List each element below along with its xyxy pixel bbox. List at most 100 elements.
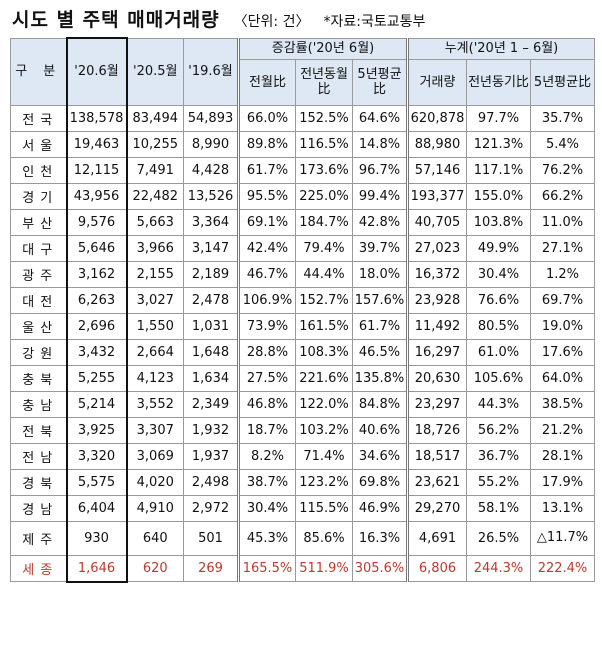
value-1906: 2,972 [183, 494, 239, 522]
value-2006: 6,404 [65, 494, 128, 522]
table-row: 대구 5,646 3,966 3,147 42.4% 79.4% 39.7% 27,023 49… [10, 234, 595, 262]
cum-avg5-cell: 64.0% [530, 364, 595, 392]
value-1906: 2,189 [183, 260, 239, 288]
region-cell: 인천 [10, 156, 67, 184]
table-row: 울산 2,696 1,550 1,031 73.9% 161.5% 61.7% 11,492 8… [10, 312, 595, 340]
yoy-cell: 184.7% [295, 208, 353, 236]
region-cell: 충북 [10, 364, 67, 392]
header-mom: 전월比 [237, 58, 296, 106]
value-2005: 4,910 [126, 494, 184, 522]
avg5-cell: 46.9% [352, 494, 408, 522]
value-2005: 4,123 [126, 364, 184, 392]
cum-volume-cell: 23,297 [406, 390, 467, 418]
mom-cell: 30.4% [237, 494, 296, 522]
cum-volume-cell: 11,492 [406, 312, 467, 340]
cum-avg5-cell: 17.9% [530, 468, 595, 496]
cum-avg5-cell: 11.0% [530, 208, 595, 236]
cum-avg5-cell: 28.1% [530, 442, 595, 470]
cum-yoy-cell: 244.3% [466, 554, 531, 582]
value-2006: 1,646 [65, 554, 128, 583]
yoy-cell: 103.2% [295, 416, 353, 444]
value-1906: 13,526 [183, 182, 239, 210]
value-2006: 3,162 [65, 260, 128, 288]
avg5-cell: 42.8% [352, 208, 408, 236]
value-2006: 9,576 [65, 208, 128, 236]
table-row: 광주 3,162 2,155 2,189 46.7% 44.4% 18.0% 16,372 30… [10, 260, 595, 288]
cum-yoy-cell: 155.0% [466, 182, 531, 210]
value-2005: 22,482 [126, 182, 184, 210]
cum-volume-cell: 88,980 [406, 130, 467, 158]
value-1906: 2,498 [183, 468, 239, 496]
table-row: 대전 6,263 3,027 2,478 106.9% 152.7% 157.6% 23,92… [10, 286, 595, 314]
region-cell: 제주 [10, 520, 67, 556]
table-row: 제주 930 640 501 45.3% 85.6% 16.3% 4,691 26.5% △11.… [10, 520, 595, 556]
value-1906: 1,937 [183, 442, 239, 470]
avg5-cell: 135.8% [352, 364, 408, 392]
value-1906: 1,634 [183, 364, 239, 392]
region-cell: 강원 [10, 338, 67, 366]
cum-avg5-cell: 35.7% [530, 104, 595, 132]
cum-avg5-cell: 17.6% [530, 338, 595, 366]
table-row: 부산 9,576 5,663 3,364 69.1% 184.7% 42.8% 40,705 1… [10, 208, 595, 236]
region-cell: 부산 [10, 208, 67, 236]
value-2005: 83,494 [126, 104, 184, 132]
avg5-cell: 64.6% [352, 104, 408, 132]
cum-volume-cell: 23,928 [406, 286, 467, 314]
table-row: 인천 12,115 7,491 4,428 61.7% 173.6% 96.7% 57,146… [10, 156, 595, 184]
header-gubun: 구 분 [10, 37, 67, 106]
mom-cell: 18.7% [237, 416, 296, 444]
header-cum-avg5: 5년평균比 [530, 58, 595, 106]
value-2005: 3,027 [126, 286, 184, 314]
value-2006: 19,463 [65, 130, 128, 158]
yoy-cell: 161.5% [295, 312, 353, 340]
avg5-cell: 34.6% [352, 442, 408, 470]
avg5-cell: 84.8% [352, 390, 408, 418]
mom-cell: 73.9% [237, 312, 296, 340]
mom-cell: 106.9% [237, 286, 296, 314]
value-2005: 7,491 [126, 156, 184, 184]
mom-cell: 69.1% [237, 208, 296, 236]
table-header: 구 분 '20.6월 '20.5월 '19.6월 증감률('20년 6월) 누계… [10, 37, 595, 106]
cum-yoy-cell: 117.1% [466, 156, 531, 184]
value-2005: 3,307 [126, 416, 184, 444]
cum-yoy-cell: 49.9% [466, 234, 531, 262]
cum-avg5-cell: 21.2% [530, 416, 595, 444]
avg5-cell: 40.6% [352, 416, 408, 444]
value-2006: 930 [65, 520, 128, 556]
mom-cell: 66.0% [237, 104, 296, 132]
cum-volume-cell: 57,146 [406, 156, 467, 184]
header-cum-volume: 거래량 [406, 58, 467, 106]
value-2005: 3,069 [126, 442, 184, 470]
cum-yoy-cell: 26.5% [466, 520, 531, 556]
yoy-cell: 152.5% [295, 104, 353, 132]
yoy-cell: 79.4% [295, 234, 353, 262]
value-2006: 3,432 [65, 338, 128, 366]
avg5-cell: 14.8% [352, 130, 408, 158]
mom-cell: 28.8% [237, 338, 296, 366]
yoy-cell: 115.5% [295, 494, 353, 522]
value-1906: 1,031 [183, 312, 239, 340]
yoy-cell: 122.0% [295, 390, 353, 418]
table-body: 전국 138,578 83,494 54,893 66.0% 152.5% 64.6% 620… [10, 104, 595, 583]
cum-volume-cell: 18,726 [406, 416, 467, 444]
region-cell: 전국 [10, 104, 67, 132]
mom-cell: 45.3% [237, 520, 296, 556]
table-row: 경남 6,404 4,910 2,972 30.4% 115.5% 46.9% 29,270 5… [10, 494, 595, 522]
header-avg5: 5년평균比 [352, 58, 408, 106]
header-1906: '19.6월 [183, 37, 239, 106]
cum-yoy-cell: 105.6% [466, 364, 531, 392]
value-2005: 3,966 [126, 234, 184, 262]
table-row: 강원 3,432 2,664 1,648 28.8% 108.3% 46.5% 16,297 6… [10, 338, 595, 366]
region-cell: 서울 [10, 130, 67, 158]
yoy-cell: 152.7% [295, 286, 353, 314]
value-2005: 10,255 [126, 130, 184, 158]
header-group-cumulative: 누계('20년 1 – 6월) [406, 37, 595, 60]
cum-yoy-cell: 80.5% [466, 312, 531, 340]
value-1906: 501 [183, 520, 239, 556]
value-2006: 3,925 [65, 416, 128, 444]
yoy-cell: 44.4% [295, 260, 353, 288]
avg5-cell: 18.0% [352, 260, 408, 288]
value-2006: 5,255 [65, 364, 128, 392]
table-row: 세종 1,646 620 269 165.5% 511.9% 305.6% 6,806 244.… [10, 554, 595, 583]
source-note: *자료:국토교통부 [323, 14, 426, 30]
